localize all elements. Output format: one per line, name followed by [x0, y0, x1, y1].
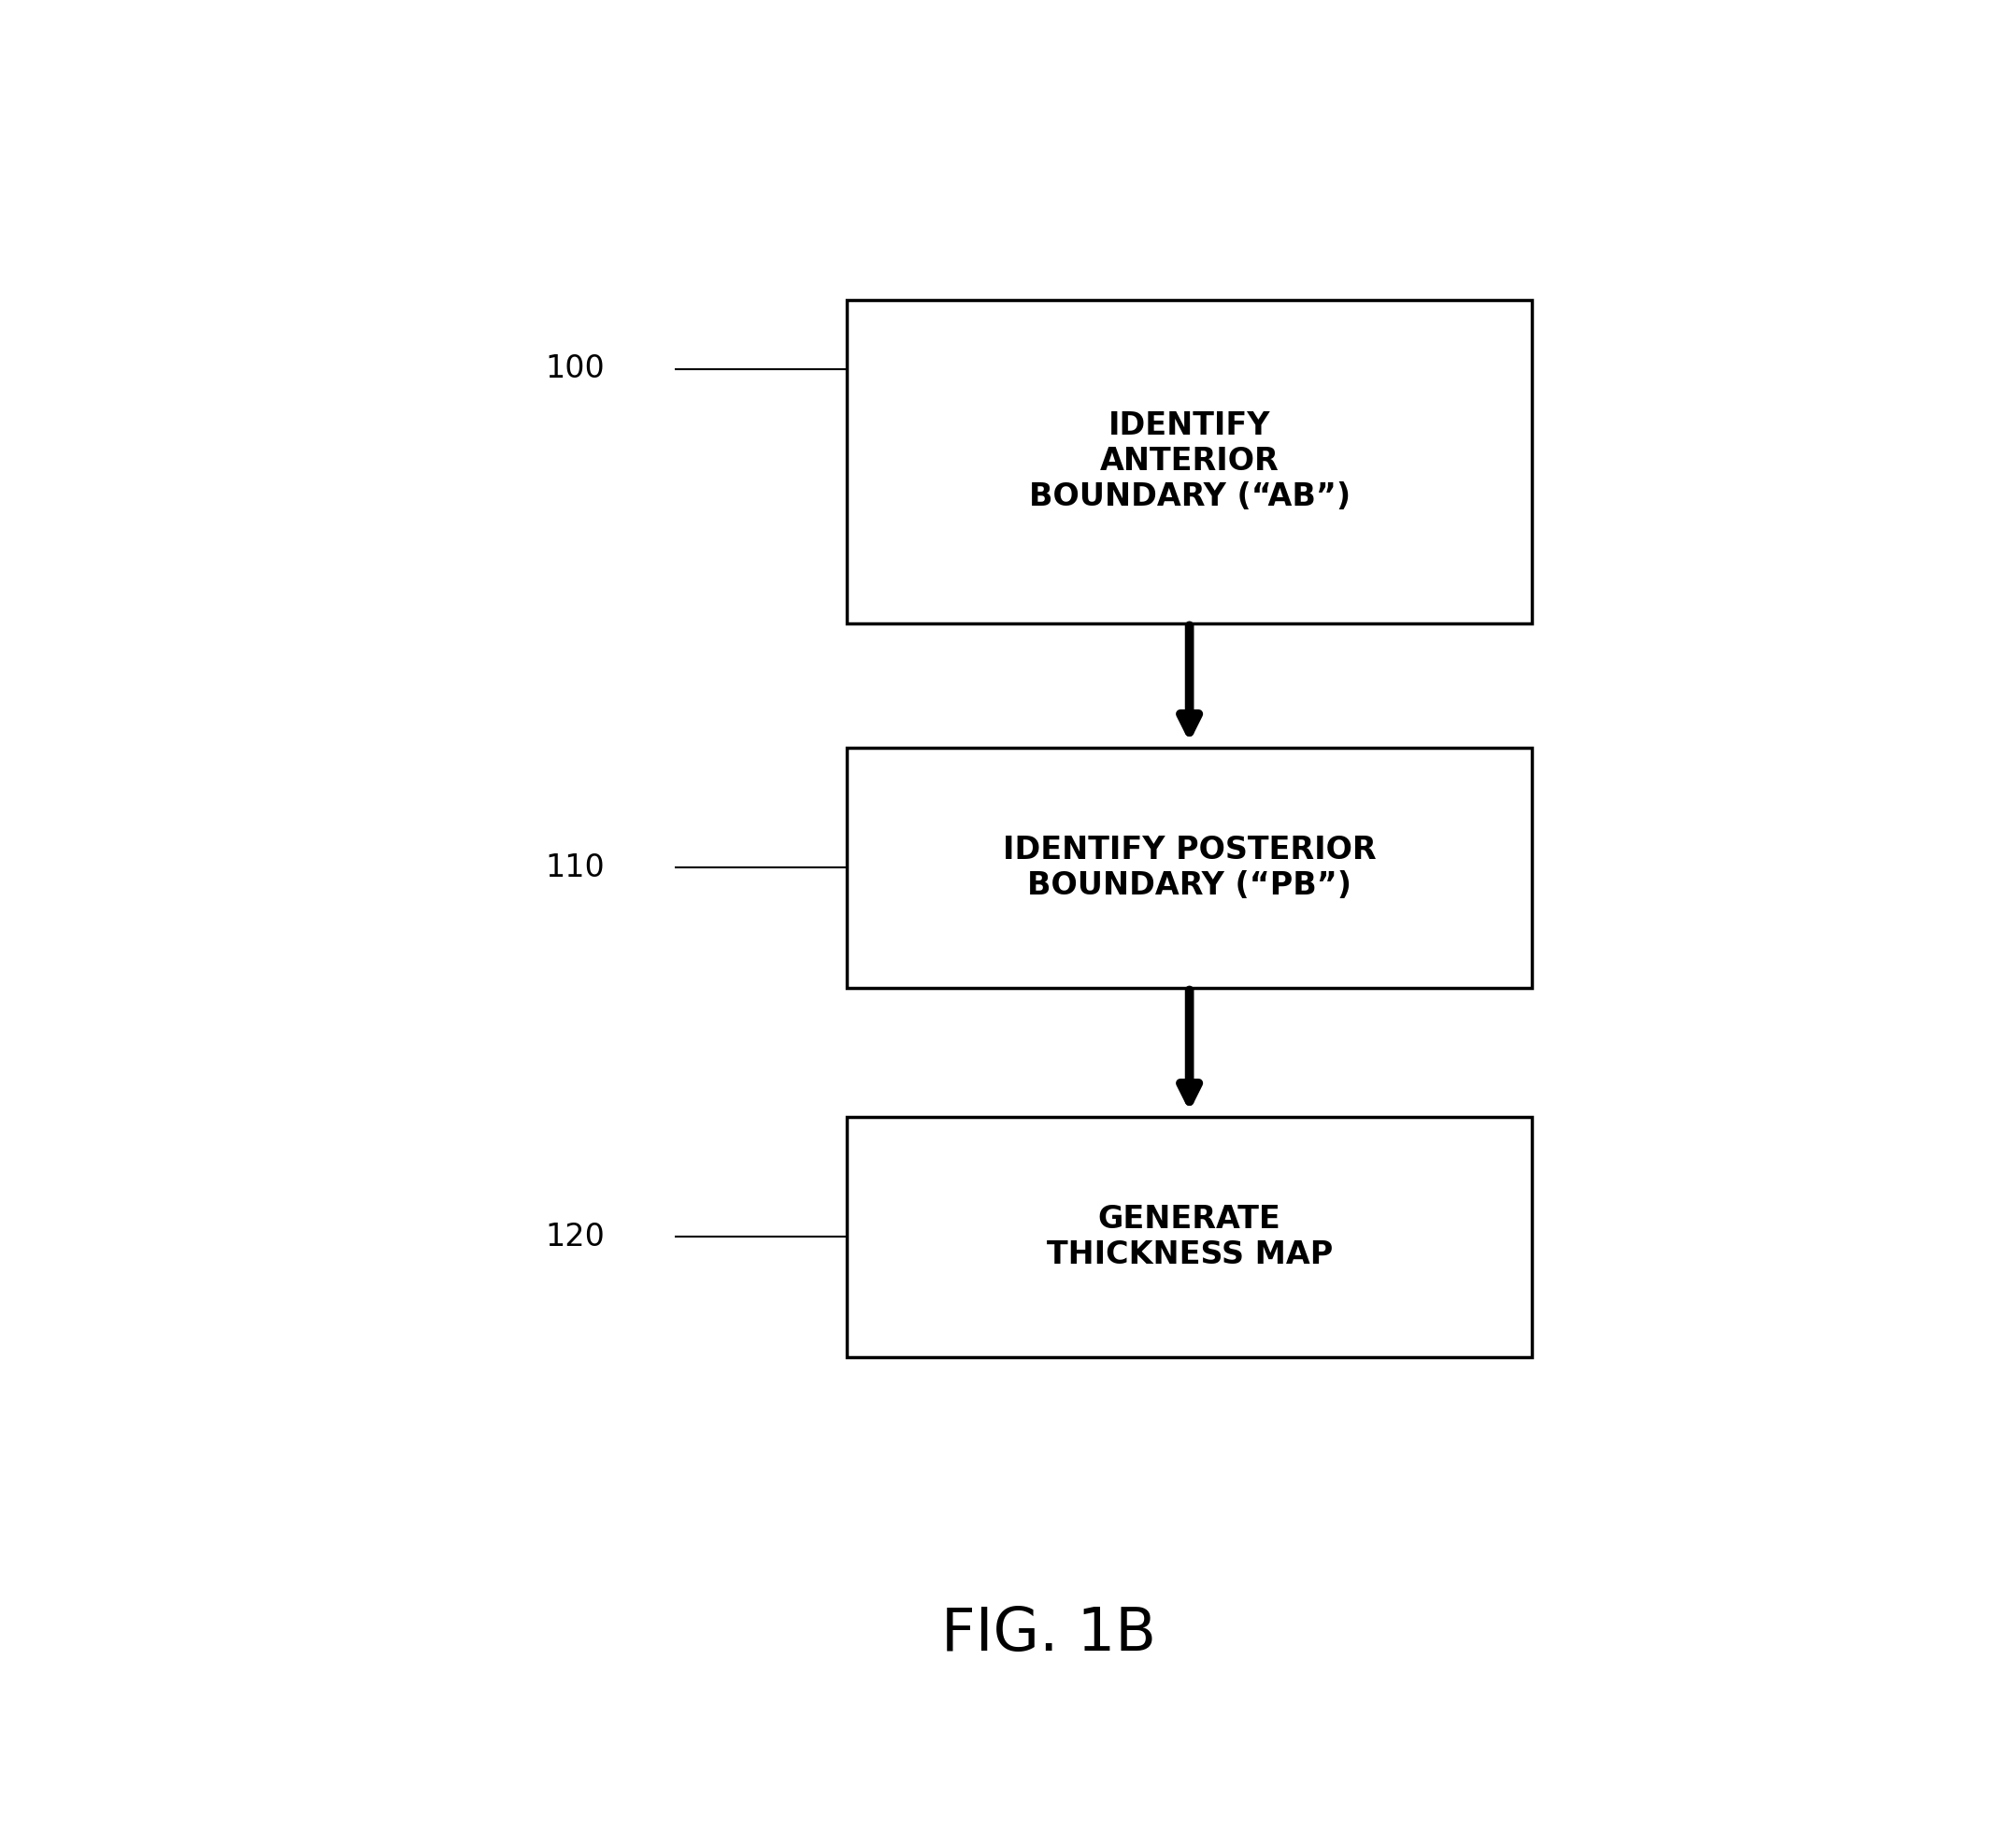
Text: IDENTIFY POSTERIOR
BOUNDARY (“PB”): IDENTIFY POSTERIOR BOUNDARY (“PB”): [1002, 834, 1377, 901]
FancyBboxPatch shape: [847, 301, 1532, 622]
FancyBboxPatch shape: [847, 1117, 1532, 1357]
Text: 120: 120: [544, 1222, 605, 1252]
Text: 110: 110: [544, 853, 605, 882]
FancyBboxPatch shape: [847, 748, 1532, 988]
Text: IDENTIFY
ANTERIOR
BOUNDARY (“AB”): IDENTIFY ANTERIOR BOUNDARY (“AB”): [1028, 410, 1351, 513]
Text: FIG. 1B: FIG. 1B: [941, 1604, 1155, 1663]
Text: GENERATE
THICKNESS MAP: GENERATE THICKNESS MAP: [1046, 1204, 1333, 1270]
Text: 100: 100: [544, 354, 605, 384]
